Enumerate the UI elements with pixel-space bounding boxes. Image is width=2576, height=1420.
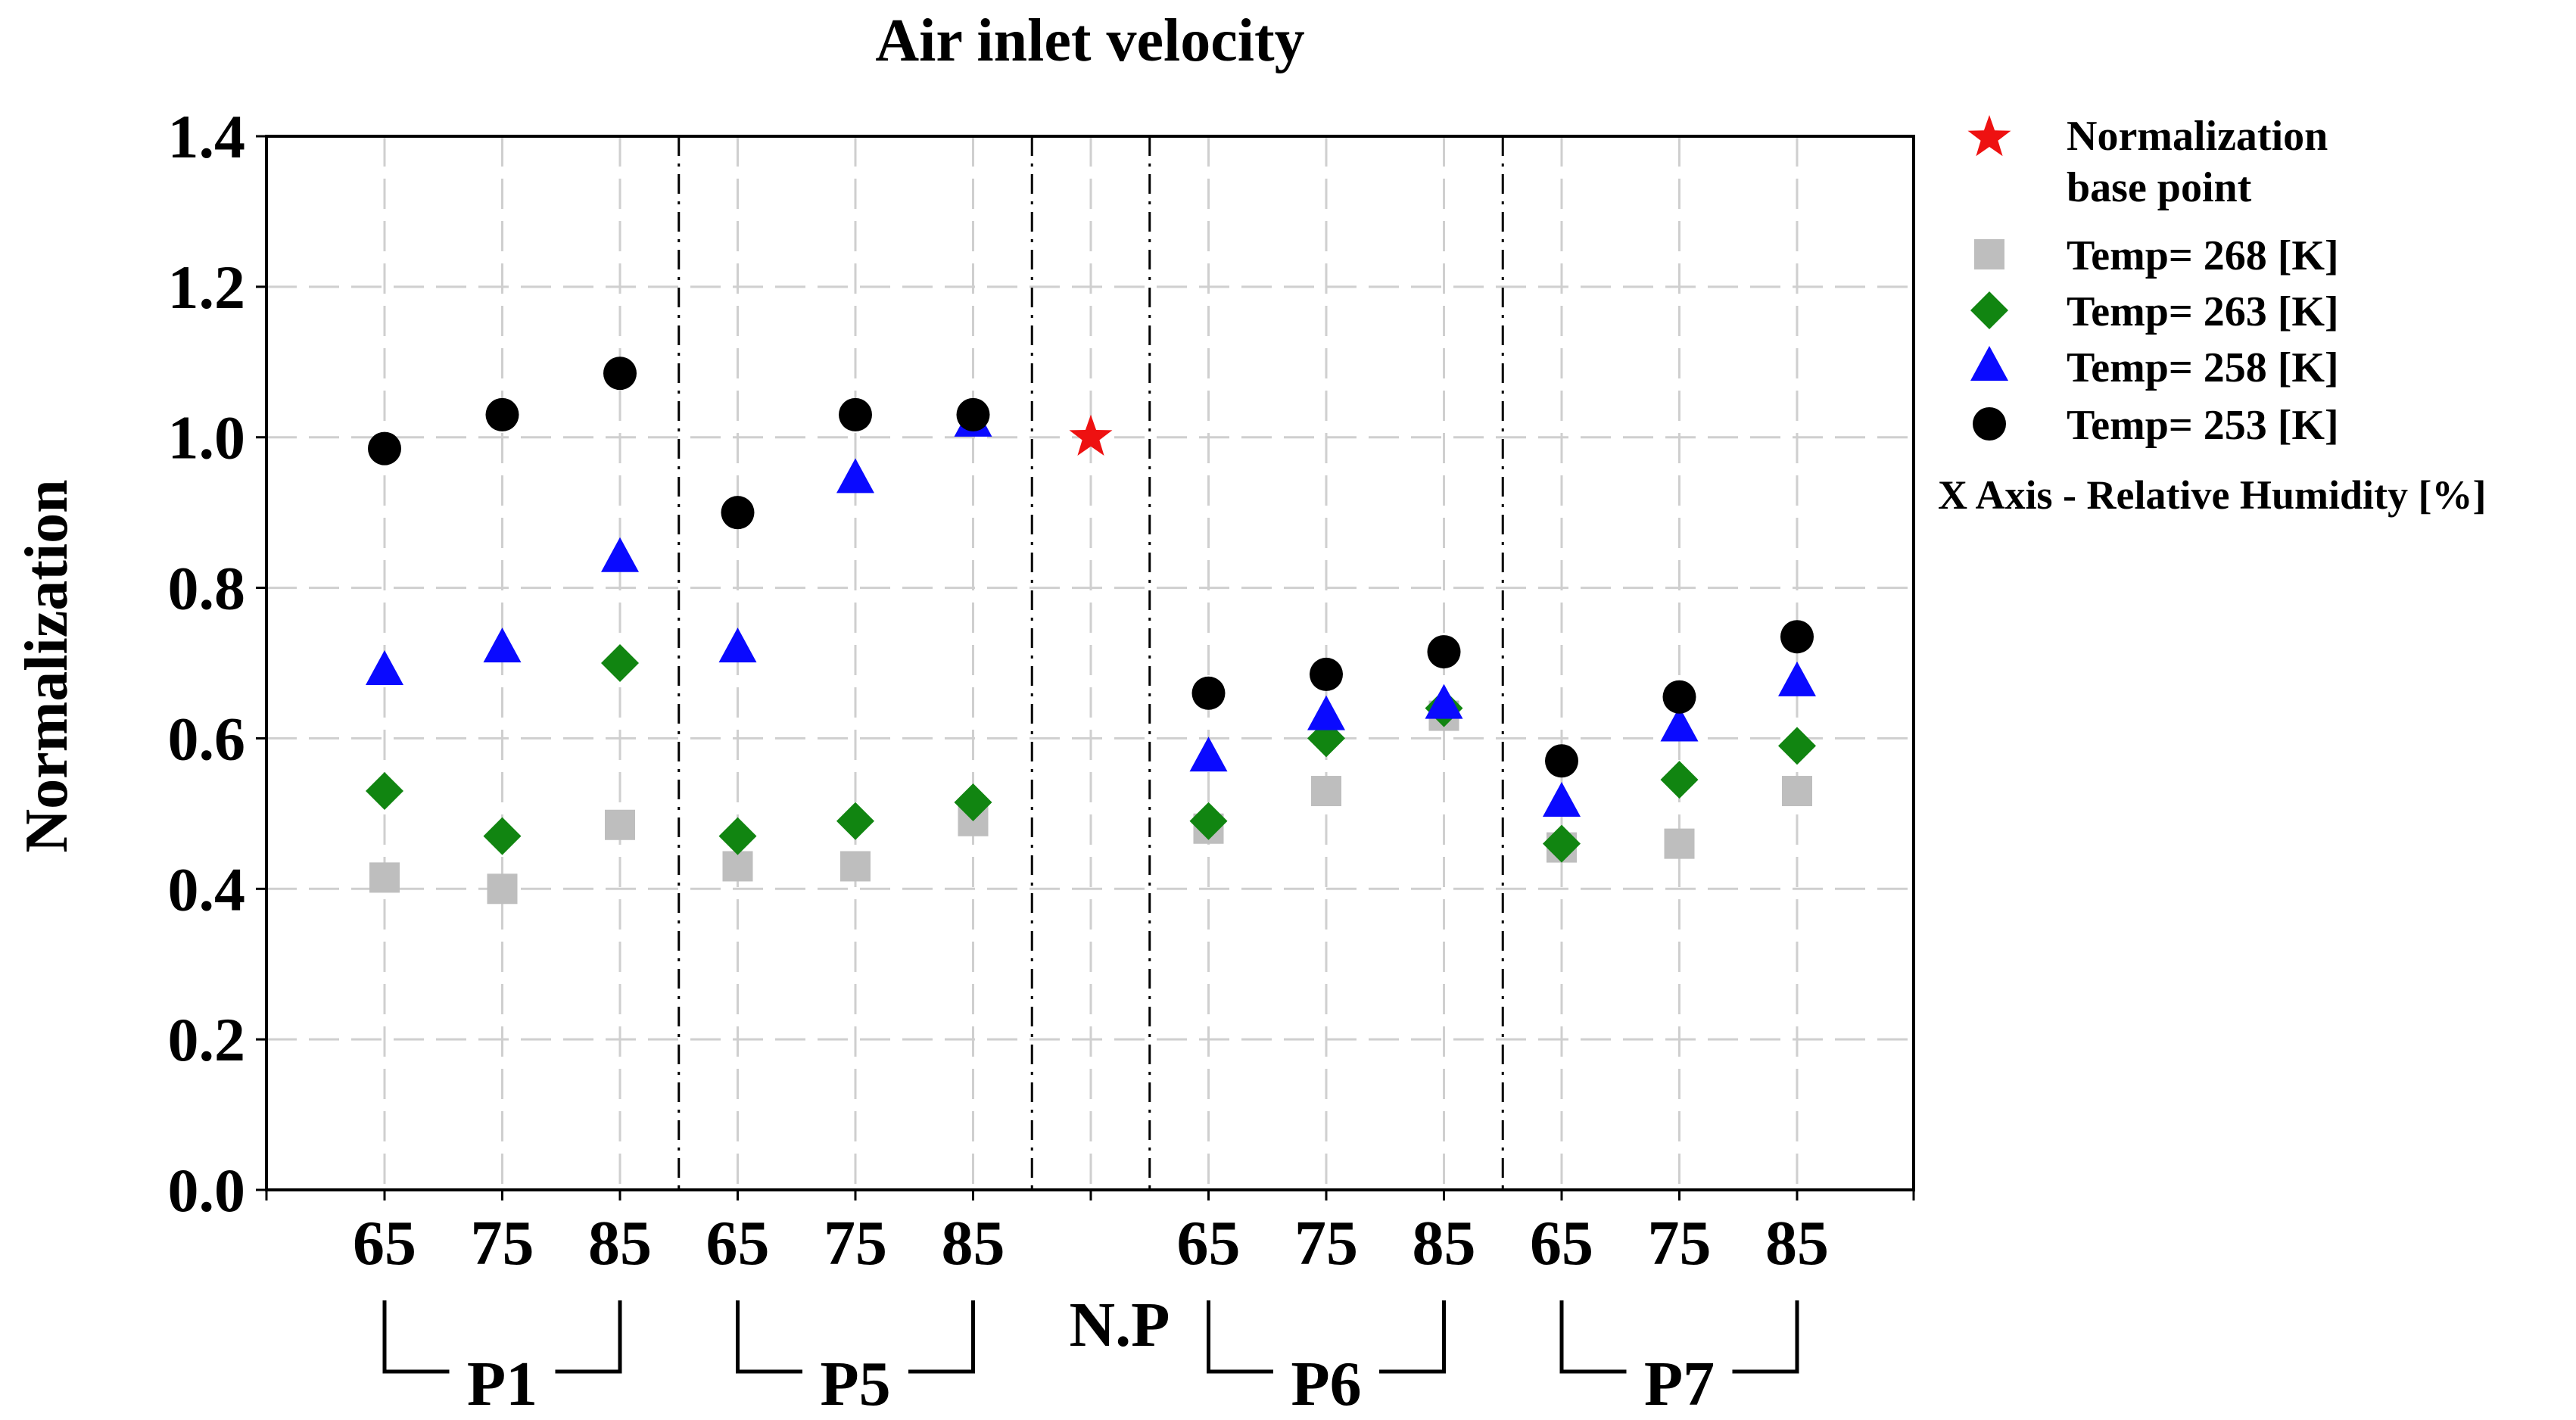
legend-label-base-point: base point [2067, 164, 2252, 211]
y-tick-label: 0.4 [168, 855, 246, 923]
group-label: P1 [467, 1349, 537, 1419]
group-bracket [1559, 1300, 1627, 1374]
triangle-point [1425, 684, 1463, 719]
triangle-point [1189, 736, 1228, 772]
y-tick-layer: 0.0 0.2 0.4 0.6 0.8 1.0 1.2 1.4 [168, 102, 266, 1225]
x-tick-label: 65 [1530, 1208, 1593, 1278]
legend-label: Temp= 268 [K] [2067, 232, 2339, 279]
legend-star-marker [1967, 115, 2011, 157]
diamond-point [1660, 761, 1699, 799]
mark-layer [366, 357, 1816, 905]
group-bracket [1732, 1300, 1799, 1374]
group-layer: P1 P5 N.P P6 P7 [382, 1290, 1799, 1419]
triangle-point [366, 649, 403, 685]
x-tick-label: 75 [1648, 1208, 1712, 1278]
circle-point [956, 397, 990, 431]
square-point [1782, 776, 1812, 807]
group-label: P6 [1291, 1349, 1361, 1419]
legend-diamond-marker [1970, 291, 2008, 329]
y-tick-label: 1.0 [168, 403, 246, 472]
triangle-point [1778, 661, 1816, 696]
group-label: P7 [1644, 1349, 1715, 1419]
separator-layer [677, 136, 1504, 1190]
chart-title: Air inlet velocity [875, 8, 1304, 74]
group-bracket [1379, 1300, 1446, 1374]
triangle-point [1660, 706, 1699, 742]
circle-point [368, 431, 401, 466]
group-bracket [555, 1300, 622, 1374]
diamond-point [836, 802, 874, 840]
diamond-point [483, 817, 522, 855]
circle-point [1545, 744, 1578, 778]
legend-label-base-point: Normalization [2067, 113, 2328, 160]
triangle-point [1307, 695, 1345, 730]
y-tick-label: 1.2 [168, 253, 246, 322]
square-point [840, 851, 871, 882]
square-point [1311, 776, 1341, 807]
legend-label: Temp= 263 [K] [2067, 288, 2339, 335]
triangle-point [483, 627, 522, 663]
circle-point [603, 357, 637, 391]
x-tick-label: 75 [1294, 1208, 1358, 1278]
y-tick-label: 0.0 [168, 1156, 246, 1225]
circle-point [1427, 635, 1461, 669]
y-axis-label: Normalization [14, 479, 80, 852]
square-point [487, 873, 518, 905]
x-axis-note: X Axis - Relative Humidity [%] [1938, 472, 2486, 518]
group-label: P5 [820, 1349, 890, 1419]
square-point [369, 862, 400, 893]
legend-square-marker [1974, 239, 2004, 269]
y-tick-label: 1.4 [168, 102, 246, 171]
x-tick-label: 85 [1413, 1208, 1476, 1278]
y-tick-label: 0.2 [168, 1005, 246, 1074]
diamond-point [366, 772, 403, 811]
square-point [1664, 828, 1695, 859]
x-tick-label: 85 [588, 1208, 652, 1278]
triangle-point [718, 627, 757, 663]
group-bracket [1207, 1300, 1273, 1374]
base-point-star [1069, 414, 1113, 456]
diamond-point [718, 817, 757, 855]
triangle-point [836, 458, 874, 494]
diamond-point [954, 783, 992, 821]
square-point [605, 809, 635, 840]
circle-point [721, 496, 755, 530]
group-bracket [382, 1300, 450, 1374]
x-tick-label: 65 [353, 1208, 416, 1278]
x-tick-layer: 65 75 85 65 75 85 65 75 85 65 75 85 [265, 1190, 1915, 1278]
legend-label: Temp= 258 [K] [2067, 344, 2339, 391]
circle-point [1191, 676, 1226, 710]
legend-label: Temp= 253 [K] [2067, 402, 2339, 449]
square-point [722, 851, 753, 882]
circle-point [1780, 620, 1814, 654]
y-tick-label: 0.6 [168, 704, 246, 773]
legend-circle-marker [1973, 407, 2006, 441]
x-tick-label: 65 [706, 1208, 770, 1278]
x-tick-label: 85 [942, 1208, 1005, 1278]
y-tick-label: 0.8 [168, 554, 246, 623]
diamond-point [601, 644, 639, 682]
x-tick-label: 85 [1765, 1208, 1829, 1278]
circle-point [1310, 657, 1343, 691]
diamond-point [1778, 727, 1816, 765]
triangle-point [601, 537, 639, 572]
circle-point [485, 397, 519, 431]
circle-point [1662, 680, 1696, 714]
diamond-point [1543, 824, 1581, 863]
legend-triangle-marker [1970, 346, 2008, 381]
group-label: N.P [1070, 1290, 1170, 1360]
group-bracket [736, 1300, 802, 1374]
group-bracket [908, 1300, 975, 1374]
x-tick-label: 75 [824, 1208, 887, 1278]
diamond-point [1189, 802, 1228, 840]
circle-point [839, 397, 872, 431]
x-tick-label: 75 [471, 1208, 534, 1278]
grid-layer [266, 136, 1914, 1190]
triangle-point [1543, 781, 1581, 817]
x-tick-label: 65 [1177, 1208, 1241, 1278]
